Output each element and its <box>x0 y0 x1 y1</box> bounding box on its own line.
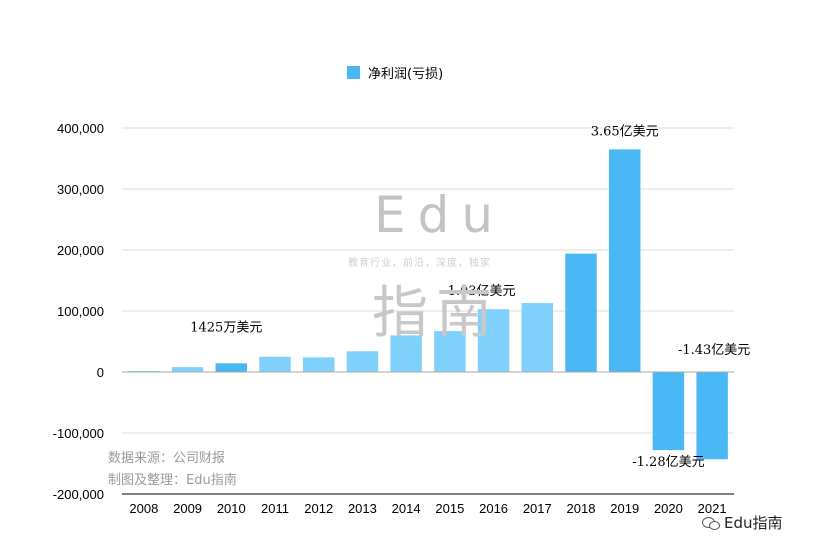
bar-2021 <box>696 372 728 460</box>
annotation-2021: -1.43亿美元 <box>678 343 750 358</box>
brand-label: Edu指南 <box>724 514 783 532</box>
x-tick-label: 2012 <box>304 501 333 516</box>
bar-2012 <box>302 357 335 372</box>
y-tick-label: 300,000 <box>57 182 104 197</box>
legend-swatch <box>347 66 360 79</box>
annotation-2020: -1.28亿美元 <box>632 455 704 470</box>
x-tick-label: 2011 <box>261 501 289 516</box>
annotation-2010: 1425万美元 <box>190 320 262 335</box>
bar-2010 <box>215 363 248 372</box>
x-tick-label: 2019 <box>610 501 639 516</box>
x-tick-label: 2009 <box>173 501 202 516</box>
watermark-slogan: 教育行业，前沿，深度，独家 <box>348 258 491 269</box>
x-tick-label: 2015 <box>435 501 464 516</box>
bar-2019 <box>608 149 641 372</box>
bar-2011 <box>259 356 291 372</box>
bar-2016 <box>477 309 510 372</box>
bar-2018 <box>565 253 597 372</box>
x-tick-label: 2020 <box>654 501 683 516</box>
x-tick-label: 2008 <box>129 501 158 516</box>
data-source-note: 数据来源：公司财报 <box>108 451 226 466</box>
bars <box>128 149 728 460</box>
brand-badge[interactable]: Edu指南 <box>702 512 783 533</box>
watermark-zhinan: 指南 <box>372 281 500 346</box>
chart-author-note: 制图及整理：Edu指南 <box>108 473 237 488</box>
y-tick-label: 400,000 <box>57 121 104 136</box>
tick-labels: 400,000 300,000 200,000 100,000 0 -100,000 -20… <box>53 121 727 516</box>
y-tick-label: -200,000 <box>53 487 104 502</box>
annotations: 1425万美元 1.03亿美元 3.65亿美元 -1.28亿美元 -1.43亿美元 <box>190 124 750 470</box>
annotation-2016: 1.03亿美元 <box>448 284 516 299</box>
bar-2020 <box>652 372 685 451</box>
bar-2015 <box>434 331 466 372</box>
axes <box>122 371 734 495</box>
x-tick-label: 2010 <box>217 501 246 516</box>
y-tick-label: 200,000 <box>57 243 104 258</box>
legend-label: 净利润(亏损) <box>368 67 443 82</box>
bar-2009 <box>171 367 204 372</box>
x-tick-label: 2021 <box>698 501 727 516</box>
x-tick-label: 2017 <box>523 501 552 516</box>
annotation-2019: 3.65亿美元 <box>591 124 659 139</box>
y-tick-label: 0 <box>97 365 104 380</box>
bar-2014 <box>390 335 422 372</box>
x-tick-label: 2018 <box>567 501 596 516</box>
watermark-edu: Edu <box>374 186 506 244</box>
x-tick-label: 2016 <box>479 501 508 516</box>
wechat-icon <box>702 516 720 530</box>
y-tick-label: 100,000 <box>57 304 104 319</box>
y-tick-label: -100,000 <box>53 426 104 441</box>
bar-2017 <box>521 303 554 372</box>
legend: 净利润(亏损) <box>347 66 443 82</box>
bar-2013 <box>346 351 379 372</box>
x-tick-label: 2013 <box>348 501 377 516</box>
x-tick-label: 2014 <box>392 501 421 516</box>
